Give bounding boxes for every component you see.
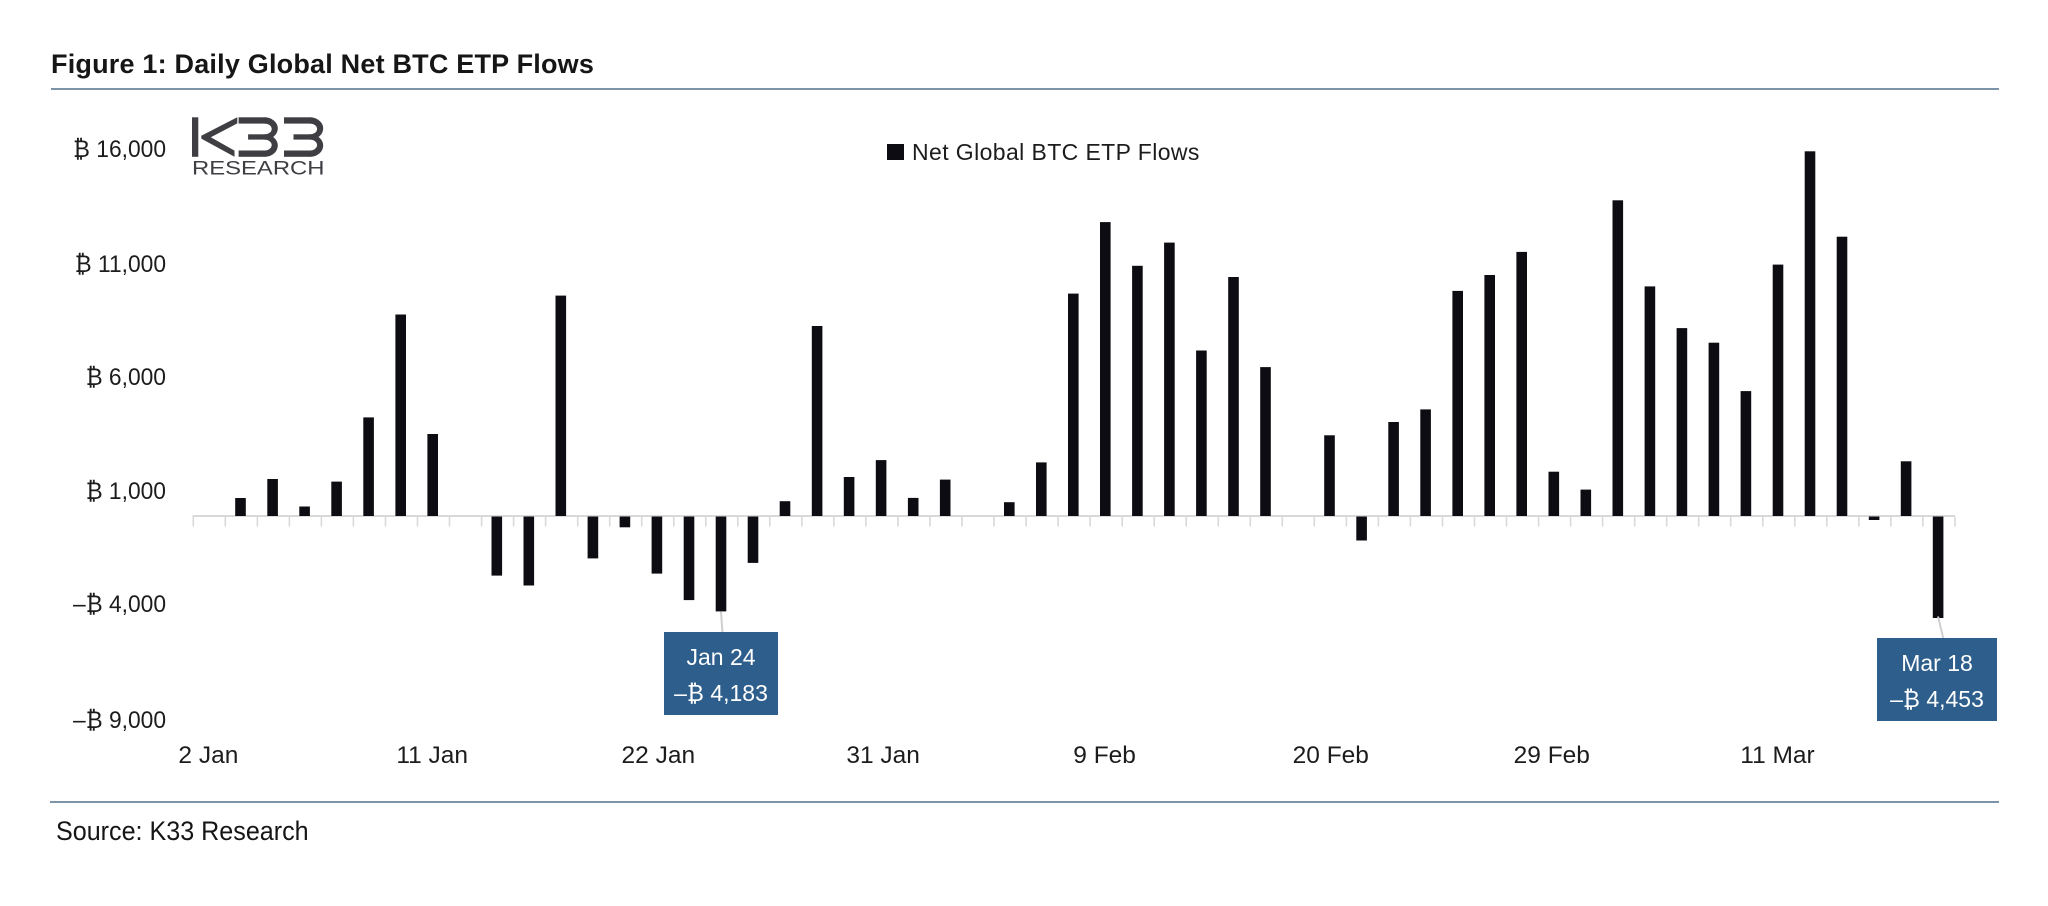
svg-text:RESEARCH: RESEARCH	[192, 159, 325, 180]
